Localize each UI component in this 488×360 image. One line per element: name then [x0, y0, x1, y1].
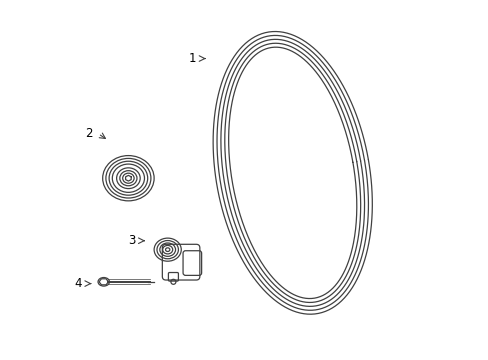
Text: 2: 2	[85, 127, 93, 140]
Text: 1: 1	[188, 52, 196, 65]
Text: 3: 3	[128, 234, 135, 247]
Text: 4: 4	[74, 277, 82, 290]
